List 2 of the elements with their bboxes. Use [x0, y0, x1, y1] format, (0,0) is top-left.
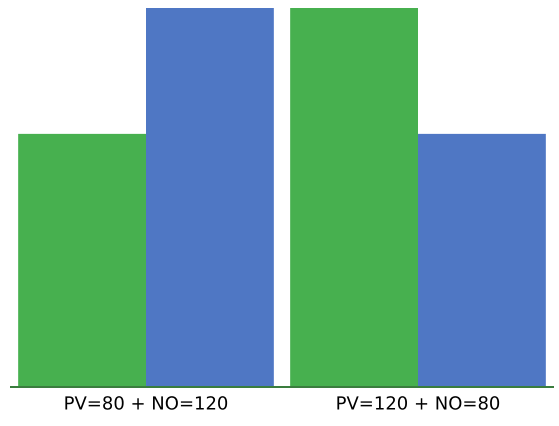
x-tick-label: PV=120 + NO=80: [336, 394, 500, 415]
x-tick-label: PV=80 + NO=120: [64, 394, 228, 415]
